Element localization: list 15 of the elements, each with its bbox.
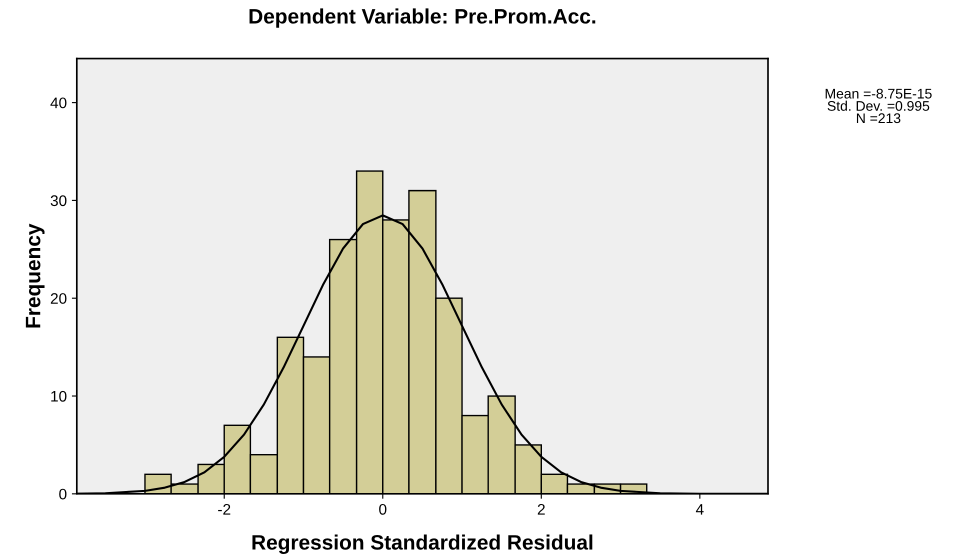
y-tick-label: 0 [59,488,66,500]
x-tick-label: 4 [696,504,704,515]
x-axis-title: Regression Standardized Residual [252,534,592,554]
x-tick-label: 0 [379,504,386,515]
x-tick-label: 2 [538,504,545,515]
text: Mean =-8.75E-15 [826,88,932,99]
y-tick-label: 40 [50,97,66,108]
chart-title: Dependent Variable: Pre.Prom.Acc. [250,8,596,28]
y-tick-label: 30 [50,195,66,206]
y-axis-title: Frequency [26,224,45,328]
y-tick-label: 10 [51,390,66,402]
y-tick-label: 20 [50,293,66,304]
text: N =213 [856,113,900,124]
x-tick-label: -2 [218,504,230,515]
text: Std. Dev. =0.995 [828,100,930,111]
